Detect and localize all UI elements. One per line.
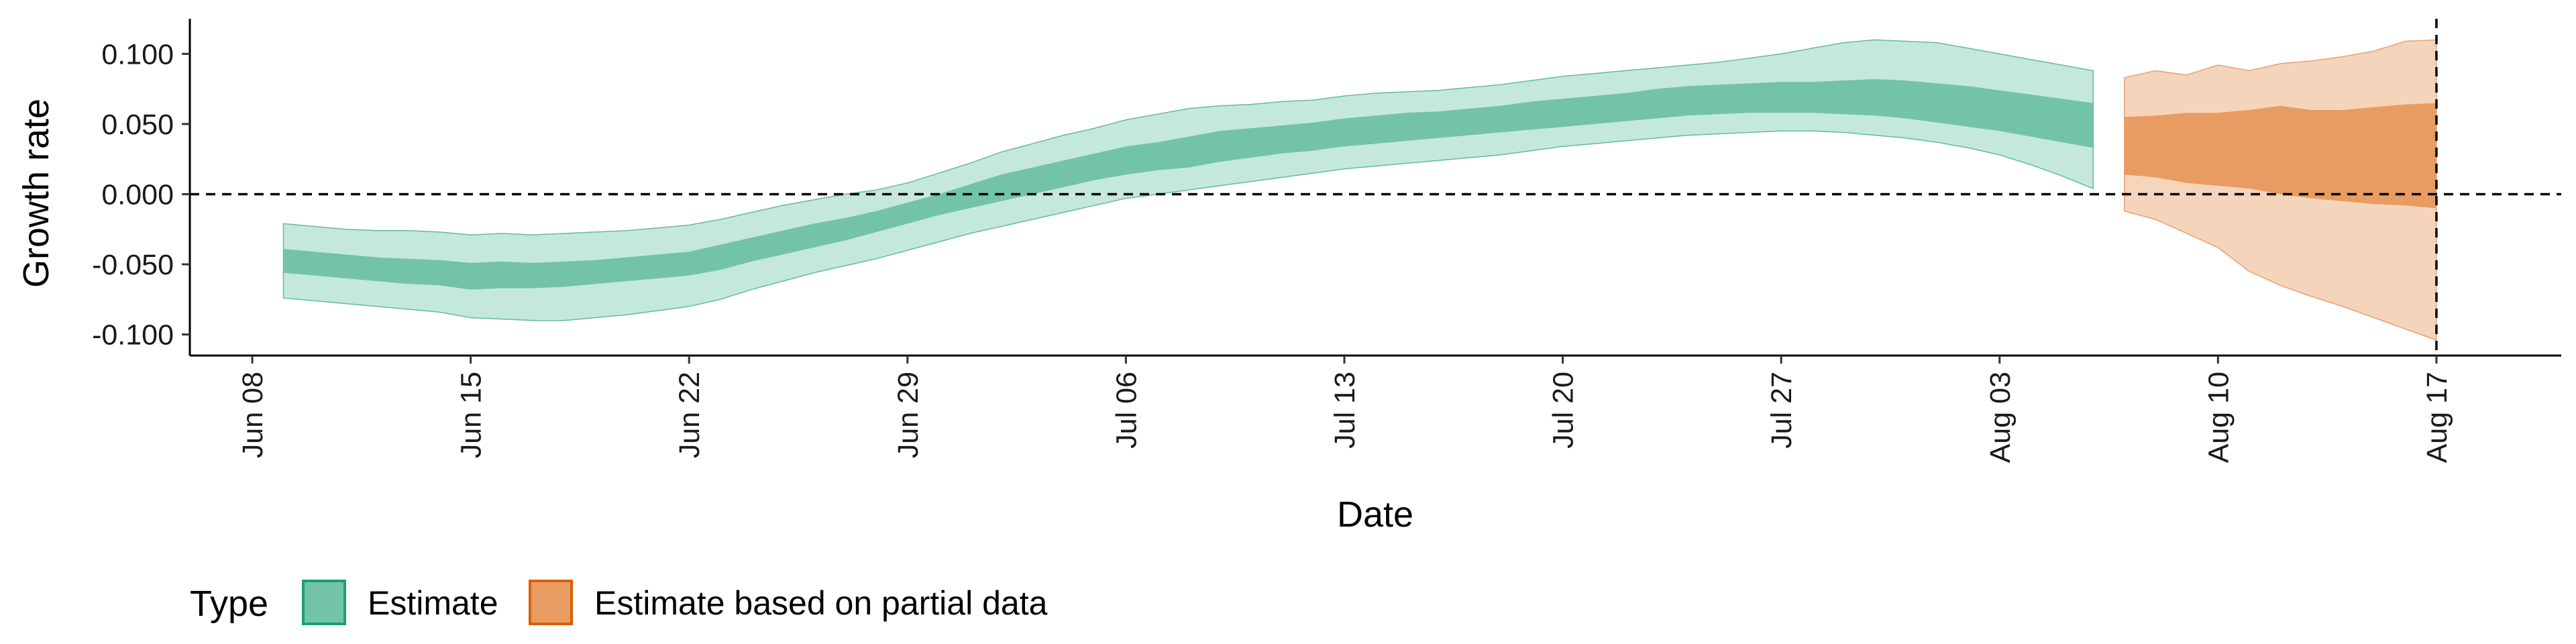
legend-title: Type bbox=[190, 584, 268, 624]
legend-label: Estimate based on partial data bbox=[594, 584, 1048, 622]
x-tick-label: Aug 10 bbox=[2202, 372, 2235, 463]
x-tick-label: Jun 08 bbox=[237, 372, 269, 458]
estimate-inner-band bbox=[283, 78, 2094, 290]
ribbon-layer bbox=[282, 39, 2437, 341]
y-axis-title: Growth rate bbox=[16, 99, 56, 288]
y-tick-label: 0.050 bbox=[101, 109, 174, 141]
legend-label: Estimate bbox=[368, 584, 498, 622]
x-tick-label: Aug 17 bbox=[2421, 372, 2453, 463]
reference-lines bbox=[190, 19, 2561, 356]
x-tick-label: Jul 13 bbox=[1329, 372, 1361, 449]
legend-key bbox=[302, 580, 346, 625]
y-tick-label: 0.100 bbox=[101, 38, 174, 70]
x-axis-title: Date bbox=[1337, 494, 1413, 535]
x-axis-ticks: Jun 08 Jun 15 Jun 22 Jun 29 Jul 06 Jul 13 Jul … bbox=[237, 356, 2453, 463]
legend-key bbox=[529, 580, 573, 625]
x-tick-label: Jun 22 bbox=[674, 372, 706, 458]
x-tick-label: Jul 27 bbox=[1766, 372, 1798, 449]
x-tick-label: Jul 06 bbox=[1110, 372, 1142, 449]
partial-data-inner-band bbox=[2124, 103, 2436, 209]
y-tick-label: -0.050 bbox=[92, 249, 174, 281]
y-tick-label: 0.000 bbox=[101, 178, 174, 211]
x-tick-label: Jun 15 bbox=[455, 372, 488, 458]
x-tick-label: Aug 03 bbox=[1984, 372, 2017, 463]
axes bbox=[189, 19, 2561, 357]
legend: Type Estimate Estimate based on partial da… bbox=[190, 580, 1048, 625]
x-tick-label: Jul 20 bbox=[1548, 372, 1580, 449]
y-axis-ticks: 0.100 0.050 0.000 -0.050 -0.100 bbox=[92, 38, 190, 352]
y-tick-label: -0.100 bbox=[92, 319, 174, 352]
x-tick-label: Jun 29 bbox=[892, 372, 924, 458]
